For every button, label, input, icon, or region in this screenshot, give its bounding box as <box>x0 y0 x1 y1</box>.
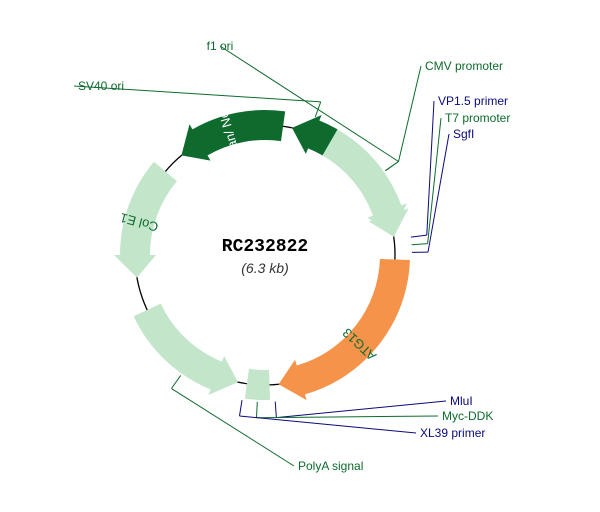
plasmid-map: ATG13Col E1Kan/ Neof1 oriCMV promoterVP1… <box>0 0 600 512</box>
label-6: MluI <box>450 394 473 408</box>
arc-polya <box>134 304 238 395</box>
leader-line-1 <box>399 66 421 162</box>
arc-tag-block <box>245 369 270 400</box>
leader-tick-1 <box>385 162 398 171</box>
leader-line-9 <box>172 389 294 466</box>
leader-tick-5 <box>315 102 320 117</box>
plasmid-name: RC232822 <box>222 237 308 257</box>
arc-atg13 <box>279 259 410 400</box>
label-0: f1 ori <box>207 39 234 53</box>
leader-line-8 <box>240 416 416 433</box>
arc-f1-ori <box>336 141 407 233</box>
label-8: XL39 primer <box>420 426 485 440</box>
plasmid-size: (6.3 kb) <box>241 260 288 276</box>
leader-tick-2 <box>411 235 427 237</box>
leader-tick-8 <box>240 400 243 416</box>
label-7: Myc-DDK <box>442 409 493 423</box>
label-1: CMV promoter <box>425 59 503 73</box>
label-9: PolyA signal <box>298 459 363 473</box>
label-5: SV40 ori <box>78 79 124 93</box>
leader-tick-7 <box>256 402 257 418</box>
leader-line-6 <box>276 401 446 418</box>
leader-tick-9 <box>172 375 181 388</box>
leader-tick-6 <box>275 402 276 418</box>
label-4: SgfI <box>453 127 474 141</box>
label-3: T7 promoter <box>445 111 510 125</box>
label-2: VP1.5 primer <box>438 94 508 108</box>
leader-tick-3 <box>412 244 428 245</box>
